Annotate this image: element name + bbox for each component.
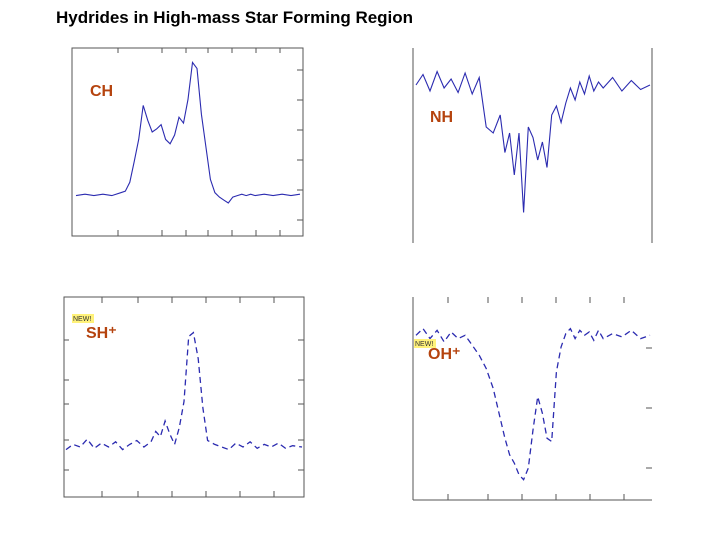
panel-nh: NH [412,48,653,243]
panel-sh-plus-new-badge [72,314,94,323]
panel-oh-plus-label: OH⁺ [428,346,460,363]
panel-nh-trace [415,69,651,213]
panel-sh-plus-label: SH⁺ [86,325,117,342]
panel-oh-plus: NEW! OH⁺ [412,297,652,501]
panel-oh-plus-new-badge [414,339,436,348]
panel-ch: CH [71,47,304,237]
panel-ch-trace [75,60,301,204]
panel-sh-plus-frame [63,296,305,498]
panel-sh-plus-trace [65,331,303,451]
panel-oh-plus-new-badge-text: NEW! [415,341,433,348]
panel-ch-label: CH [90,83,113,100]
panel-oh-plus-ticks [447,297,652,500]
slide-title: Hydrides in High-mass Star Forming Regio… [56,8,414,27]
panel-sh-plus: NEW! SH⁺ [63,296,305,498]
panel-nh-label: NH [430,109,453,126]
panel-oh-plus-trace [415,327,651,481]
panel-ch-frame [71,47,304,237]
panel-ch-ticks [117,48,303,236]
panel-sh-plus-new-badge-text: NEW! [73,316,91,323]
panel-sh-plus-ticks [64,297,304,497]
